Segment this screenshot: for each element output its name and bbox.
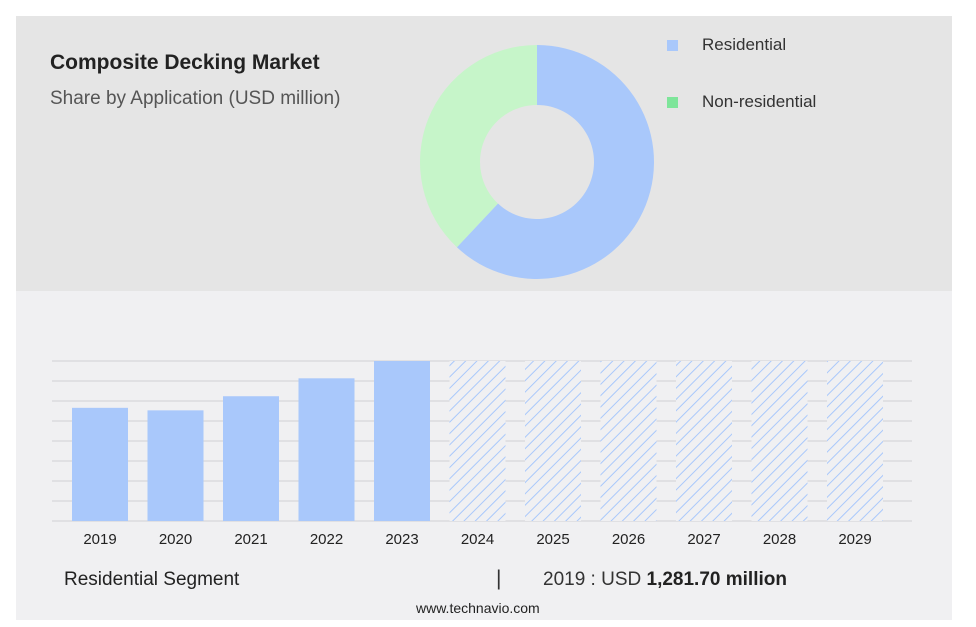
x-tick-label-2026: 2026 [612,531,645,548]
bar-2022 [298,378,355,521]
legend-item-non-residential: Non-residential [667,92,816,112]
bar-chart: 2019 2020 2021 2022 2023 2024 2025 2026 2027 2028… [52,360,912,548]
x-tick-label-2027: 2027 [687,531,720,548]
forecast-bar-2028 [751,361,808,521]
x-tick-label-2024: 2024 [461,531,494,548]
segment-value-amount: 1,281.70 million [646,569,787,590]
bar-2021 [223,396,279,521]
bar-2020 [147,410,204,521]
bar-2019 [72,407,128,521]
website-link[interactable]: www.technavio.com [416,600,540,616]
x-tick-label-2020: 2020 [159,531,192,548]
x-tick-label-2028: 2028 [763,531,796,548]
legend-swatch-residential [667,39,678,51]
forecast-bar-2026 [600,361,657,521]
x-tick-label-2029: 2029 [838,531,871,548]
forecast-bar-2024 [449,361,506,521]
x-tick-label-2022: 2022 [310,531,343,548]
footer-separator: | [496,567,502,590]
x-tick-label-2023: 2023 [385,531,418,548]
legend-swatch-non-residential [667,96,678,108]
x-tick-label-2025: 2025 [536,531,569,548]
donut-slice-residential [456,45,654,279]
x-tick-label-2021: 2021 [234,531,267,548]
legend-item-residential: Residential [667,35,786,55]
legend-label-non-residential: Non-residential [702,92,817,111]
forecast-bar-2027 [676,361,732,521]
x-tick-label-2019: 2019 [83,531,116,548]
segment-value: 2019 : USD 1,281.70 million [543,569,787,591]
forecast-bar-2029 [827,361,883,521]
chart-title: Composite Decking Market [50,51,320,74]
donut-slice-non-residential [420,45,537,248]
donut-chart [420,45,654,279]
segment-value-prefix: 2019 : USD [543,569,647,590]
chart-subtitle: Share by Application (USD million) [50,88,341,109]
legend-label-residential: Residential [702,35,787,54]
forecast-bar-2025 [525,361,581,521]
segment-label: Residential Segment [64,569,240,590]
bar-2023 [374,361,430,521]
